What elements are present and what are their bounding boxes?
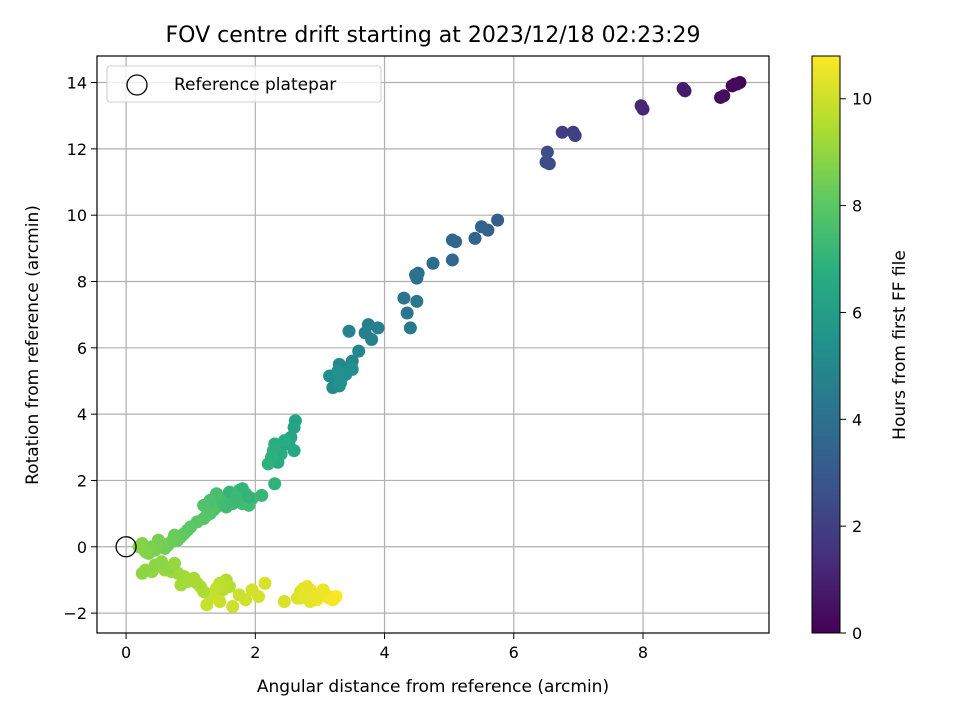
data-point: [342, 324, 356, 338]
data-point: [331, 364, 345, 378]
data-point: [297, 590, 311, 604]
y-tick-label: 14: [67, 74, 87, 93]
data-point: [426, 256, 440, 270]
data-point: [232, 588, 246, 602]
colorbar-tick-label: 4: [852, 410, 862, 429]
data-point: [445, 233, 459, 247]
data-point: [226, 599, 240, 613]
colorbar-gradient: [811, 55, 841, 634]
data-point: [242, 490, 256, 504]
data-point: [568, 129, 582, 143]
data-point: [258, 576, 272, 590]
y-axis-label: Rotation from reference (arcmin): [23, 205, 43, 485]
data-point: [728, 77, 742, 91]
legend-entry-reference: Reference platepar: [174, 75, 336, 95]
data-point: [345, 362, 359, 376]
data-point: [226, 497, 240, 511]
data-point: [365, 333, 379, 347]
x-tick-label: 6: [509, 643, 519, 662]
data-point: [326, 593, 340, 607]
data-point: [287, 444, 301, 458]
data-point: [213, 594, 227, 608]
data-point: [334, 376, 348, 390]
chart-title: FOV centre drift starting at 2023/12/18 …: [166, 23, 701, 48]
colorbar-tick-label: 6: [852, 303, 862, 322]
legend-marker-icon: [126, 74, 148, 96]
data-point: [403, 321, 417, 335]
data-point: [352, 344, 366, 358]
data-point: [409, 268, 423, 282]
x-axis-label: Angular distance from reference (arcmin): [257, 677, 609, 697]
data-point: [277, 594, 291, 608]
y-tick-label: 8: [77, 272, 87, 291]
data-point: [491, 213, 505, 227]
legend-box: [106, 65, 382, 103]
data-point: [300, 580, 314, 594]
data-point: [268, 477, 282, 491]
y-tick-label: 6: [77, 339, 87, 358]
data-point: [634, 99, 648, 113]
plot-frame: [96, 55, 770, 634]
data-point: [410, 294, 424, 308]
data-point: [200, 598, 214, 612]
data-point: [676, 81, 690, 95]
data-point: [445, 253, 459, 267]
y-tick-label: 0: [77, 538, 87, 557]
data-point: [555, 125, 569, 139]
y-tick-label: 10: [67, 206, 87, 225]
x-tick-label: 0: [121, 643, 131, 662]
data-point: [187, 571, 201, 585]
y-tick-label: 4: [77, 405, 87, 424]
x-tick-label: 4: [379, 643, 389, 662]
data-point: [261, 457, 275, 471]
reference-platepar-marker: [115, 536, 137, 558]
x-tick-label: 8: [638, 643, 648, 662]
data-point: [542, 157, 556, 171]
y-tick-label: 12: [67, 140, 87, 159]
grid-lines: [97, 56, 769, 633]
legend: Reference platepar: [106, 65, 382, 103]
data-point: [474, 220, 488, 234]
colorbar-ticks: 0 2 4 6 8 10: [840, 90, 872, 643]
y-tick-label: −2: [63, 604, 87, 623]
data-point: [468, 231, 482, 245]
data-point: [397, 291, 411, 305]
data-point: [287, 420, 301, 434]
data-point: [717, 89, 731, 103]
colorbar-tick-label: 0: [852, 624, 862, 643]
data-point: [400, 306, 414, 320]
colorbar-tick-label: 8: [852, 197, 862, 216]
colorbar-label: Hours from first FF file: [890, 250, 910, 440]
data-point: [540, 145, 554, 159]
y-axis-ticks: −2 0 2 4 6 8 10 12 14: [63, 74, 97, 623]
y-tick-label: 2: [77, 471, 87, 490]
data-point: [135, 566, 149, 580]
colorbar-tick-label: 2: [852, 517, 862, 536]
colorbar: 0 2 4 6 8 10 Hours from first FF file: [811, 55, 910, 643]
data-point: [310, 590, 324, 604]
data-point: [245, 583, 259, 597]
colorbar-tick-label: 10: [852, 90, 872, 109]
data-point: [168, 556, 182, 570]
data-point: [197, 498, 211, 512]
data-points: [132, 76, 747, 613]
reference-marker-layer: [115, 536, 137, 558]
x-axis-ticks: 0 2 4 6 8: [121, 633, 648, 662]
x-tick-label: 2: [250, 643, 260, 662]
